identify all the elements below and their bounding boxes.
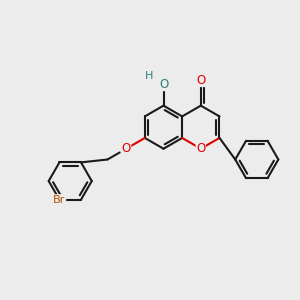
Text: O: O (159, 78, 168, 91)
Text: O: O (196, 74, 206, 86)
Text: O: O (196, 142, 206, 155)
Text: H: H (145, 71, 154, 81)
Text: Br: Br (53, 195, 66, 205)
Text: O: O (122, 142, 131, 155)
